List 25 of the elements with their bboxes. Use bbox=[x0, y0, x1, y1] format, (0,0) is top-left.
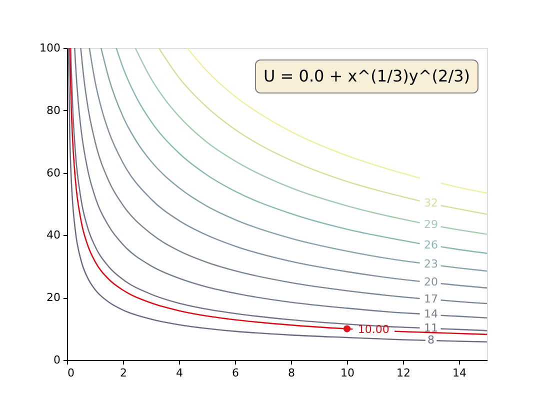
series-label: 26 bbox=[424, 238, 438, 252]
x-tick-label: 4 bbox=[176, 366, 183, 380]
y-tick-label: 0 bbox=[54, 354, 60, 366]
series-label: 11 bbox=[424, 321, 438, 334]
y-tick-label: 60 bbox=[46, 166, 60, 180]
x-tick-label: 10 bbox=[340, 366, 354, 380]
x-tick-label: 12 bbox=[396, 366, 410, 380]
y-tick-label: 20 bbox=[46, 291, 60, 304]
x-tick-label: 14 bbox=[452, 366, 466, 380]
x-tick-label: 2 bbox=[120, 366, 127, 380]
series-label: 8 bbox=[428, 334, 434, 346]
series-label: 17 bbox=[424, 292, 438, 306]
x-tick-label: 6 bbox=[232, 366, 239, 380]
x-tick-label: 8 bbox=[288, 366, 295, 380]
series-label: 23 bbox=[424, 257, 438, 270]
series-label: 20 bbox=[424, 276, 438, 289]
y-tick-label: 100 bbox=[40, 42, 60, 54]
y-tick-label: 80 bbox=[46, 104, 60, 117]
series-label: 29 bbox=[424, 218, 438, 231]
series-label: 32 bbox=[424, 196, 438, 210]
y-tick-label: 40 bbox=[46, 228, 60, 242]
series-label: 10.00 bbox=[358, 323, 390, 336]
series-label: 14 bbox=[424, 308, 438, 321]
x-tick-label: 0 bbox=[68, 366, 74, 380]
annotation: U = 0.0 + x^(1/3)y^(2/3) bbox=[263, 66, 470, 86]
